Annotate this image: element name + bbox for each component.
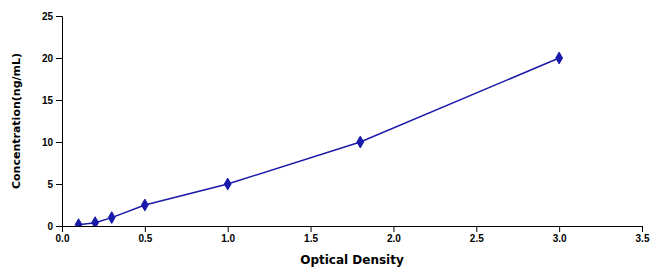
x-tick-mark bbox=[393, 226, 394, 232]
marker bbox=[92, 217, 99, 226]
y-tick-label: 10 bbox=[42, 137, 54, 148]
y-tick-mark bbox=[56, 226, 62, 227]
marker bbox=[108, 212, 115, 224]
y-tick: 25 bbox=[42, 11, 62, 22]
y-tick: 15 bbox=[42, 95, 62, 106]
marker bbox=[141, 199, 148, 211]
y-tick-mark bbox=[56, 184, 62, 185]
x-tick-label: 1.5 bbox=[304, 233, 318, 244]
y-tick-mark bbox=[56, 16, 62, 17]
x-tick: 0.5 bbox=[138, 226, 152, 244]
y-axis-line bbox=[56, 17, 63, 227]
y-tick-label: 5 bbox=[47, 179, 53, 190]
x-axis-title: Optical Density bbox=[300, 253, 404, 267]
x-tick-mark bbox=[559, 226, 560, 232]
y-axis: 0 5 10 15 20 25 bbox=[42, 11, 63, 232]
x-tick-label: 2.0 bbox=[387, 233, 401, 244]
y-tick-label: 15 bbox=[42, 95, 54, 106]
x-tick-mark bbox=[642, 226, 643, 232]
marker bbox=[556, 52, 563, 64]
marker bbox=[224, 178, 231, 190]
y-tick: 0 bbox=[47, 221, 62, 232]
x-tick-label: 3.5 bbox=[636, 233, 650, 244]
x-tick: 3.0 bbox=[553, 226, 567, 244]
line bbox=[79, 58, 560, 225]
x-axis: 0.0 0.5 1.0 1.5 2.0 2.5 3.0 3.5 bbox=[56, 226, 650, 244]
y-tick-label: 20 bbox=[42, 53, 54, 64]
x-axis-line bbox=[63, 227, 643, 233]
y-tick-mark bbox=[56, 142, 62, 143]
x-tick: 2.5 bbox=[470, 226, 484, 244]
x-tick-mark bbox=[311, 226, 312, 232]
x-tick: 3.5 bbox=[636, 226, 650, 244]
marker bbox=[357, 136, 364, 148]
x-tick: 2.0 bbox=[387, 226, 401, 244]
y-axis-title: Concentration(ng/mL) bbox=[10, 53, 23, 189]
x-tick-label: 2.5 bbox=[470, 233, 484, 244]
x-tick: 1.0 bbox=[221, 226, 235, 244]
y-tick: 10 bbox=[42, 137, 62, 148]
x-tick: 0.0 bbox=[56, 226, 70, 244]
chart: 0.0 0.5 1.0 1.5 2.0 2.5 3.0 3.5 0 5 10 15 20 25 Optica… bbox=[0, 0, 664, 272]
x-tick-mark bbox=[476, 226, 477, 232]
y-tick-mark bbox=[56, 58, 62, 59]
plot-area: 0.0 0.5 1.0 1.5 2.0 2.5 3.0 3.5 0 5 10 15 20 25 Optica… bbox=[10, 11, 650, 267]
x-tick-label: 1.0 bbox=[221, 233, 235, 244]
x-tick-label: 0.5 bbox=[138, 233, 152, 244]
y-tick-mark bbox=[56, 100, 62, 101]
y-tick: 5 bbox=[47, 179, 62, 190]
x-tick-label: 0.0 bbox=[56, 233, 70, 244]
x-tick: 1.5 bbox=[304, 226, 318, 244]
series bbox=[75, 52, 562, 226]
x-tick-mark bbox=[145, 226, 146, 232]
marker bbox=[75, 219, 82, 226]
y-tick-label: 0 bbox=[47, 221, 53, 232]
y-tick-label: 25 bbox=[42, 11, 54, 22]
x-tick-label: 3.0 bbox=[553, 233, 567, 244]
y-tick: 20 bbox=[42, 53, 62, 64]
x-tick-mark bbox=[228, 226, 229, 232]
